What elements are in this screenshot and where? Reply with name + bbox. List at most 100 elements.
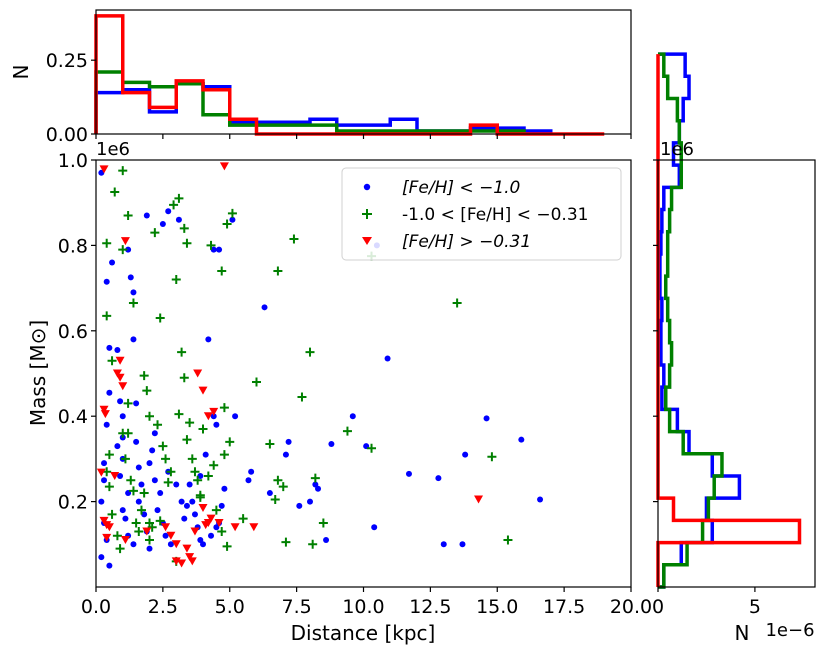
point-0-0 [98,169,105,176]
point-2-4 [104,523,114,532]
point-2-10 [115,373,125,382]
point-1-1 [110,187,120,197]
point-1-37 [174,193,184,203]
point-1-26 [136,505,146,515]
point-1-78 [367,443,377,453]
scatter-points [96,162,544,569]
point-0-65 [213,421,220,428]
point-0-67 [216,246,223,253]
point-0-79 [282,451,289,458]
point-1-24 [145,411,154,421]
point-2-21 [182,544,192,553]
point-1-3 [102,311,112,321]
scatter-xlabel: Distance [kpc] [291,621,436,645]
point-0-32 [138,481,145,488]
point-0-21 [119,507,126,514]
point-1-60 [217,526,227,536]
point-2-28 [209,407,219,416]
point-2-16 [161,523,171,532]
point-1-22 [139,371,149,381]
point-0-62 [202,451,209,458]
point-2-34 [219,162,229,171]
point-1-43 [174,409,184,419]
point-1-44 [182,435,192,445]
point-1-19 [118,428,128,438]
x-tick-label-6: 15.0 [476,596,518,618]
point-1-9 [112,531,122,541]
point-0-31 [135,464,142,471]
point-0-26 [127,274,134,281]
point-2-36 [249,523,259,532]
point-0-22 [122,515,129,522]
legend-marker-red [362,237,372,245]
top-hist-series-2 [94,14,605,136]
point-0-93 [435,475,442,482]
point-2-17 [166,531,176,540]
point-2-8 [115,356,125,365]
point-1-39 [182,238,192,248]
point-0-38 [159,221,166,228]
scatter-panel: 0.0 2.5 5.0 7.5 10.0 12.5 15.0 17.5 20.0 0.2 0.4 0.… [26,139,652,645]
point-1-74 [318,518,328,528]
point-1-70 [297,392,307,402]
point-2-18 [171,540,181,549]
point-0-24 [130,541,137,548]
point-1-18 [128,486,138,496]
x-tick-label-2: 5.0 [215,596,245,618]
top-hist-series-1 [94,70,526,134]
point-0-81 [296,502,303,509]
legend-label-low: [Fe/H] < −1.0 [402,178,520,198]
point-1-45 [187,454,197,464]
point-0-57 [191,511,198,518]
point-0-37 [143,212,150,219]
point-0-56 [189,498,196,505]
point-0-25 [125,246,132,253]
top-y-tick-label-1: 0.25 [46,50,88,72]
point-0-45 [154,507,161,514]
point-0-13 [114,347,121,354]
point-0-51 [178,498,185,505]
legend-marker-blue [363,183,371,191]
top-histogram-ticks: 0.00 0.25 [46,50,632,146]
point-1-62 [238,514,248,524]
point-2-15 [142,527,152,536]
point-0-27 [130,289,137,296]
point-1-32 [153,420,163,430]
point-1-33 [158,441,168,451]
point-0-80 [285,438,292,445]
point-0-1 [103,278,110,285]
point-0-92 [405,470,412,477]
point-2-6 [99,405,109,414]
point-2-0 [99,165,109,174]
point-1-7 [104,482,114,492]
point-0-2 [109,259,116,266]
point-0-15 [119,413,126,420]
point-1-54 [222,219,232,229]
point-1-51 [209,460,219,470]
point-1-86 [163,477,173,487]
x-tick-label-1: 2.5 [148,596,178,618]
point-0-78 [266,490,273,497]
point-1-67 [270,494,280,504]
right-hist-series-1 [658,52,724,589]
y-tick-label-2: 0.6 [58,321,88,343]
point-1-66 [278,482,288,492]
point-2-11 [118,382,128,391]
point-0-82 [307,498,313,505]
point-2-24 [190,527,200,536]
point-2-5 [102,533,112,542]
point-0-53 [181,515,188,522]
legend-label-mid: -1.0 < [Fe/H] < −0.31 [402,205,588,225]
point-0-6 [101,460,108,467]
point-0-85 [323,537,330,544]
point-1-40 [171,275,181,285]
point-1-20 [131,518,141,528]
point-0-60 [200,541,206,548]
point-0-96 [483,415,490,422]
point-1-16 [120,454,130,464]
point-0-33 [135,498,142,505]
x-tick-label-4: 10.0 [342,596,384,618]
point-1-25 [139,488,149,498]
